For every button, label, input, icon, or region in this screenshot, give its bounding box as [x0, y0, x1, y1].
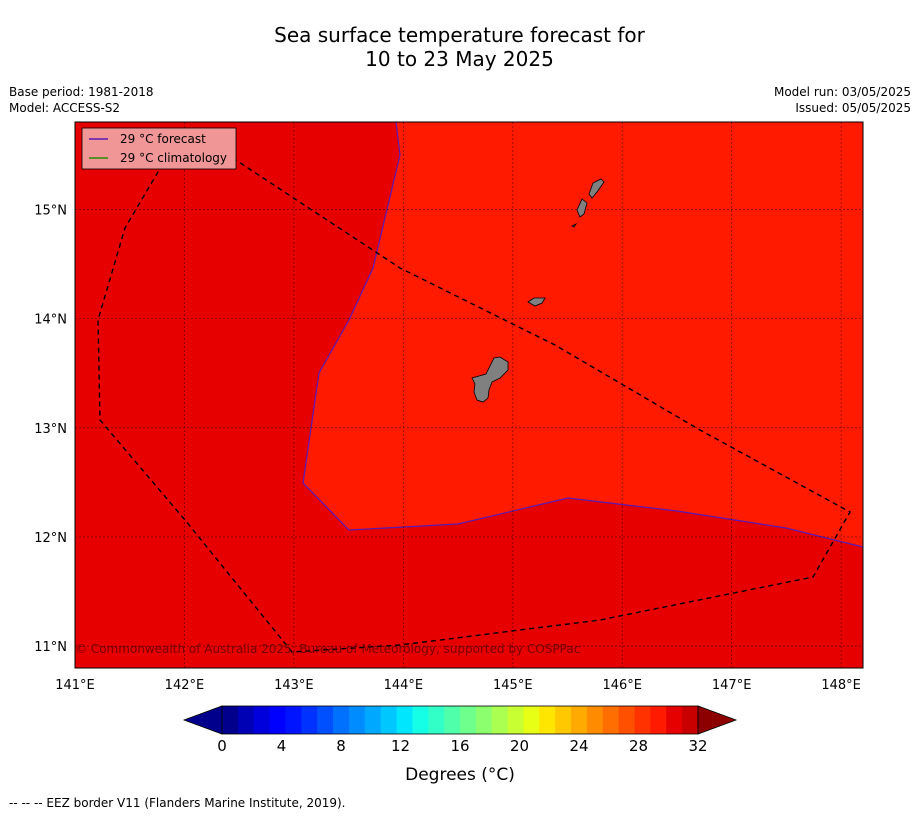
- colorbar-segment: [444, 706, 461, 734]
- colorbar-tick-label: 20: [510, 737, 529, 755]
- colorbar-under-triangle: [182, 705, 223, 735]
- legend-box: [81, 127, 237, 170]
- copyright-text: © Commonwealth of Australia 2025, Bureau…: [75, 642, 580, 656]
- colorbar-segment: [618, 706, 636, 734]
- lon-tick-label: 147°E: [712, 678, 752, 693]
- lon-tick-label: 142°E: [165, 678, 205, 693]
- base-period: Base period: 1981-2018: [9, 85, 154, 99]
- island-rota: [527, 297, 546, 307]
- colorbar-segment: [333, 706, 350, 734]
- colorbar-segment: [428, 706, 445, 734]
- colorbar-segment: [460, 706, 477, 734]
- colorbar-segment: [301, 706, 318, 734]
- colorbar-segment: [364, 706, 382, 734]
- lon-tick-label: 146°E: [602, 678, 642, 693]
- colorbar-segment: [523, 706, 540, 734]
- legend-climatology-label: 29 °C climatology: [120, 151, 227, 165]
- colorbar: [182, 705, 738, 735]
- sst-map: © Commonwealth of Australia 2025, Bureau…: [75, 122, 863, 668]
- colorbar-label: Degrees (°C): [405, 765, 515, 785]
- model-run: Model run: 03/05/2025: [773, 85, 911, 99]
- title-line-1: Sea surface temperature forecast for: [274, 23, 645, 47]
- colorbar-segment: [602, 706, 620, 734]
- colorbar-segment: [285, 706, 302, 734]
- map-frame: [74, 121, 864, 669]
- map-legend: 29 °C forecast 29 °C climatology: [81, 127, 237, 170]
- island-aguijan: [571, 222, 578, 228]
- colorbar-tick-label: 28: [629, 737, 648, 755]
- issued-date: Issued: 05/05/2025: [795, 101, 911, 115]
- colorbar-tick-label: 12: [391, 737, 410, 755]
- sst-region-above-29: [303, 122, 863, 547]
- colorbar-segment: [650, 706, 667, 734]
- colorbar-segment: [396, 706, 413, 734]
- colorbar-tick-label: 24: [569, 737, 588, 755]
- title-line-2: 10 to 23 May 2025: [365, 47, 554, 71]
- eez-border: [97, 142, 851, 653]
- model-name: Model: ACCESS-S2: [9, 101, 121, 115]
- colorbar-segment: [666, 706, 683, 734]
- colorbar-tick-label: 0: [217, 737, 227, 755]
- colorbar-segment: [475, 706, 493, 734]
- land-islands: [471, 178, 605, 403]
- latitude-tick-labels: 15°N 14°N 13°N 12°N 11°N: [34, 203, 67, 655]
- colorbar-segment: [507, 706, 524, 734]
- lat-tick-label: 12°N: [34, 531, 67, 546]
- colorbar-segment: [555, 706, 572, 734]
- lon-tick-label: 141°E: [55, 678, 95, 693]
- colorbar-frame: [221, 705, 699, 735]
- colorbar-segment: [571, 706, 588, 734]
- lat-tick-label: 13°N: [34, 422, 67, 437]
- colorbar-segment: [317, 706, 334, 734]
- island-guam: [471, 356, 509, 403]
- lon-tick-label: 145°E: [493, 678, 533, 693]
- colorbar-tick-label: 8: [336, 737, 346, 755]
- colorbar-tick-label: 32: [688, 737, 707, 755]
- colorbar-tick-labels: 0 4 8 12 16 20 24 28 32: [217, 737, 707, 755]
- lat-tick-label: 14°N: [34, 313, 67, 328]
- colorbar-segment: [269, 706, 286, 734]
- longitude-tick-labels: 141°E 142°E 143°E 144°E 145°E 146°E 147°E 148°E: [55, 678, 861, 693]
- colorbar-segment: [237, 706, 255, 734]
- map-grid: [75, 122, 863, 668]
- lon-tick-label: 148°E: [821, 678, 861, 693]
- forecast-29c-contour: [302, 122, 863, 548]
- colorbar-segment: [682, 706, 699, 734]
- colorbar-segment: [222, 706, 239, 734]
- lat-tick-label: 15°N: [34, 203, 67, 218]
- lat-tick-label: 11°N: [34, 640, 67, 655]
- legend-forecast-label: 29 °C forecast: [120, 132, 206, 146]
- colorbar-tick-label: 16: [450, 737, 469, 755]
- colorbar-segment: [412, 706, 429, 734]
- colorbar-segment: [586, 706, 604, 734]
- lon-tick-label: 144°E: [384, 678, 424, 693]
- island-tinian: [576, 198, 588, 218]
- colorbar-segment: [253, 706, 271, 734]
- eez-footnote: -- -- -- EEZ border V11 (Flanders Marine…: [9, 796, 346, 810]
- colorbar-segment: [380, 706, 398, 734]
- colorbar-over-triangle: [697, 705, 738, 735]
- lon-tick-label: 143°E: [274, 678, 314, 693]
- colorbar-segment: [348, 706, 366, 734]
- colorbar-segment: [634, 706, 651, 734]
- colorbar-tick-label: 4: [277, 737, 287, 755]
- colorbar-segment: [491, 706, 509, 734]
- island-saipan: [588, 178, 605, 199]
- colorbar-segment: [539, 706, 556, 734]
